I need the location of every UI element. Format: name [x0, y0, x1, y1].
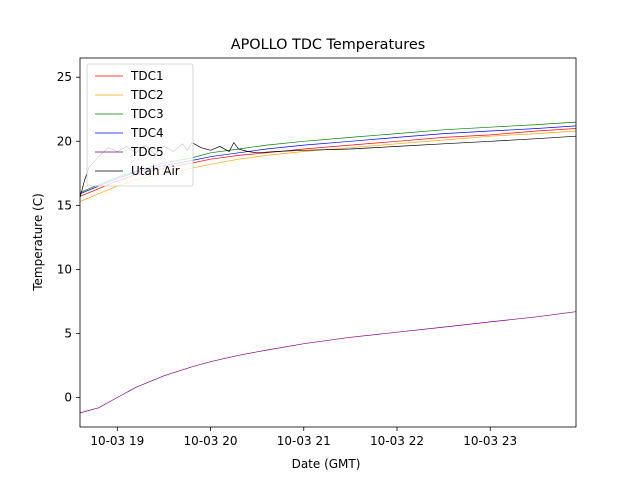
x-tick-label: 10-03 23: [463, 434, 517, 448]
y-tick-label: 0: [64, 391, 72, 405]
y-tick-label: 15: [57, 198, 72, 212]
plot-frame: [79, 57, 577, 428]
y-tick-label: 5: [64, 326, 72, 340]
legend-label: TDC1: [130, 69, 164, 83]
legend-label: TDC3: [130, 107, 164, 121]
y-tick-label: 25: [57, 70, 72, 84]
legend-box: [86, 63, 194, 187]
legend-label: Utah Air: [131, 164, 180, 178]
legend-label: TDC2: [130, 88, 164, 102]
series-line-tdc5: [80, 311, 576, 414]
legend-label: TDC5: [130, 145, 164, 159]
x-tick-label: 10-03 20: [184, 434, 238, 448]
y-axis-label: Temperature (C): [31, 193, 45, 292]
x-axis-label: Date (GMT): [292, 457, 361, 471]
y-tick-label: 20: [57, 134, 72, 148]
x-tick-label: 10-03 22: [370, 434, 424, 448]
chart-title: APOLLO TDC Temperatures: [231, 37, 425, 53]
x-tick-label: 10-03 19: [90, 434, 144, 448]
y-tick-label: 10: [57, 262, 72, 276]
legend: TDC1 TDC2 TDC3 TDC4 TDC5 Utah Air: [86, 63, 194, 187]
y-axis: 0 5 10 15 20 25: [57, 70, 80, 405]
x-axis: 10-03 19 10-03 20 10-03 21 10-03 22 10-03 23: [90, 427, 517, 448]
x-tick-label: 10-03 21: [277, 434, 331, 448]
legend-label: TDC4: [130, 126, 164, 140]
